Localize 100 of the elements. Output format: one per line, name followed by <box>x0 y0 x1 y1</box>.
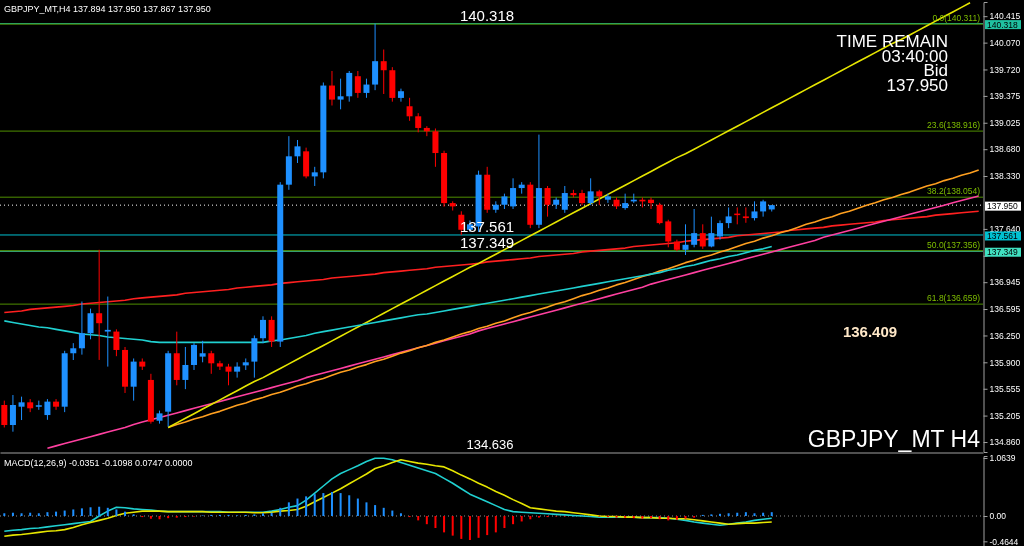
y-tick-label: 138.680 <box>989 144 1021 155</box>
bar <box>451 516 454 536</box>
candlestick <box>337 78 344 110</box>
ref-line-label: 137.950 <box>987 201 1018 212</box>
bar <box>149 516 152 519</box>
candlestick <box>725 206 732 229</box>
bar <box>322 493 325 516</box>
bar <box>494 516 497 533</box>
candlestick <box>78 301 85 356</box>
annotation: 50.0(137.356) <box>927 239 981 250</box>
candlestick <box>415 112 422 133</box>
y-tick-label: 139.720 <box>989 64 1021 75</box>
bar <box>684 516 687 519</box>
candlestick <box>294 139 301 164</box>
chart-title: GBPJPY_MT,H4 137.894 137.950 137.867 137.950 <box>4 4 211 14</box>
bar <box>348 495 351 516</box>
bar <box>305 496 308 516</box>
bar <box>365 502 368 516</box>
candlestick <box>699 223 706 250</box>
bar <box>477 516 480 538</box>
candlestick <box>708 216 715 248</box>
y-tick-label: 136.595 <box>989 304 1021 315</box>
candlestick <box>510 177 517 210</box>
annotation: 140.318 <box>459 6 515 24</box>
annotation: 136.409 <box>842 323 898 340</box>
bar <box>98 506 101 516</box>
line-series <box>3 210 980 314</box>
candlestick <box>87 308 94 340</box>
y-tick-label: 1.0639 <box>989 453 1016 464</box>
y-tick-label: 136.945 <box>989 277 1021 288</box>
candlestick <box>191 342 198 371</box>
bar <box>46 512 49 516</box>
candlestick <box>96 249 103 361</box>
bar <box>460 516 463 539</box>
bar <box>115 509 118 516</box>
candlestick <box>9 394 16 433</box>
annotation: 38.2(138.054) <box>927 186 981 197</box>
y-tick-label: -0.4644 <box>989 536 1019 546</box>
y-tick-label: 0.00 <box>989 511 1007 522</box>
bar <box>753 513 756 516</box>
candlestick <box>544 185 551 218</box>
annotation: 137.349 <box>459 234 515 252</box>
candlestick <box>311 166 318 187</box>
candlestick <box>604 193 611 204</box>
bar <box>650 516 653 519</box>
bar <box>37 513 40 516</box>
bar <box>641 516 644 519</box>
y-tick-label: 134.860 <box>989 437 1021 448</box>
bar <box>425 516 428 525</box>
bar <box>399 513 402 516</box>
bar <box>443 516 446 533</box>
candlestick <box>648 196 655 210</box>
candlestick <box>406 97 413 122</box>
candlestick <box>682 223 689 256</box>
candlestick <box>691 208 698 248</box>
bar <box>89 507 92 516</box>
ref-line-label: 137.349 <box>987 247 1018 258</box>
chart-title: MACD(12,26,9) -0.0351 -0.1098 0.0747 0.0000 <box>4 458 193 468</box>
bar <box>632 516 635 519</box>
bar <box>106 507 109 516</box>
y-tick-label: 135.205 <box>989 410 1021 421</box>
bar <box>675 516 678 520</box>
candlestick <box>328 70 335 106</box>
bar <box>63 510 66 516</box>
candlestick <box>216 360 223 371</box>
bar <box>391 510 394 516</box>
candlestick <box>208 350 215 375</box>
candlestick <box>234 361 241 379</box>
candlestick <box>380 49 387 95</box>
candlestick <box>268 315 275 348</box>
bar <box>503 516 506 528</box>
bar <box>296 498 299 516</box>
bar <box>382 507 385 516</box>
bar <box>374 505 377 516</box>
bar <box>727 513 730 516</box>
bar <box>80 508 83 516</box>
candlestick <box>182 346 189 390</box>
bar <box>356 498 359 516</box>
candlestick <box>18 396 25 421</box>
bar <box>770 512 773 516</box>
bar <box>512 516 515 525</box>
y-tick-label: 135.900 <box>989 357 1021 368</box>
candlestick <box>656 202 663 225</box>
candlestick <box>225 363 232 386</box>
candlestick <box>742 206 749 224</box>
bar <box>744 512 747 516</box>
candlestick <box>363 78 370 99</box>
bar <box>167 516 170 519</box>
candlestick <box>587 177 594 206</box>
candlestick <box>53 398 60 411</box>
bar <box>313 494 316 516</box>
candlestick <box>104 296 111 368</box>
y-tick-label: 140.070 <box>989 37 1021 48</box>
bar <box>72 509 75 516</box>
candlestick <box>717 219 723 241</box>
candlestick <box>751 200 758 221</box>
y-tick-label: 136.250 <box>989 330 1021 341</box>
annotation: GBPJPY_MT H4 <box>807 426 981 452</box>
bar <box>262 513 264 516</box>
candlestick <box>113 328 120 357</box>
